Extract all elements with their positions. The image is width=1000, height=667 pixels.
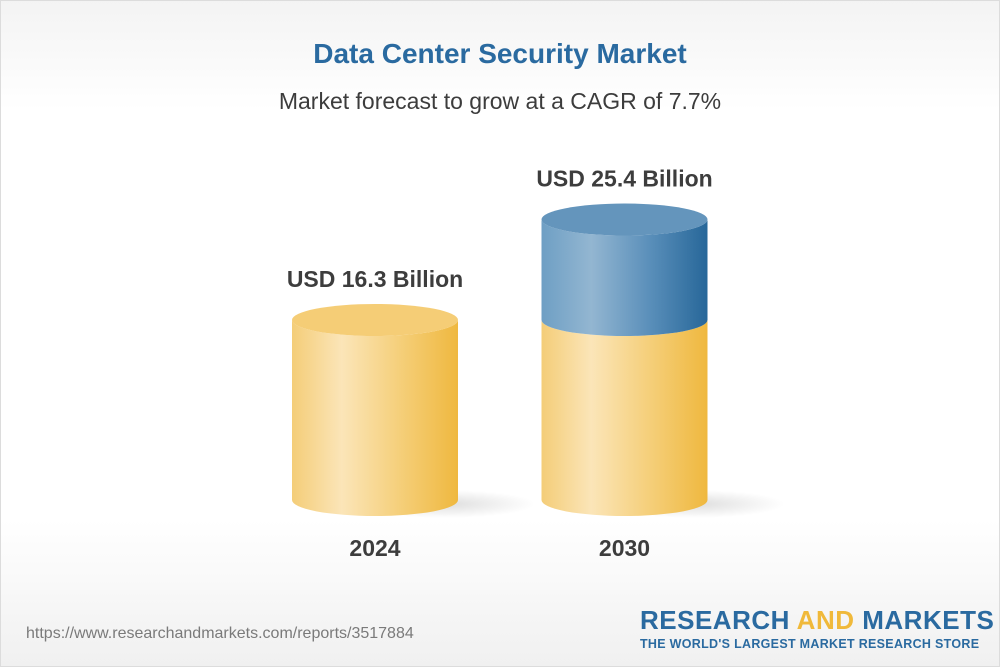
value-label: USD 25.4 Billion [536, 166, 712, 192]
logo-text: MARKETS [854, 605, 995, 635]
chart-subtitle: Market forecast to grow at a CAGR of 7.7… [278, 88, 722, 114]
logo-tagline: THE WORLD'S LARGEST MARKET RESEARCH STOR… [640, 637, 980, 651]
logo-text: RESEARCH [640, 605, 797, 635]
category-label: 2024 [349, 535, 400, 561]
value-label: USD 16.3 Billion [287, 266, 463, 292]
source-url[interactable]: https://www.researchandmarkets.com/repor… [26, 625, 414, 642]
bar-growth-2030 [541, 219, 708, 336]
category-label: 2030 [599, 535, 650, 561]
bar-2024 [292, 320, 458, 516]
bar-top-2030 [541, 203, 708, 236]
logo-text-and: AND [796, 605, 855, 635]
logo: RESEARCH AND MARKETS THE WORLD'S LARGEST… [640, 605, 994, 651]
bar-base-2030 [541, 320, 708, 516]
chart-title: Data Center Security Market [313, 38, 687, 69]
bar-top-2024 [292, 304, 458, 336]
